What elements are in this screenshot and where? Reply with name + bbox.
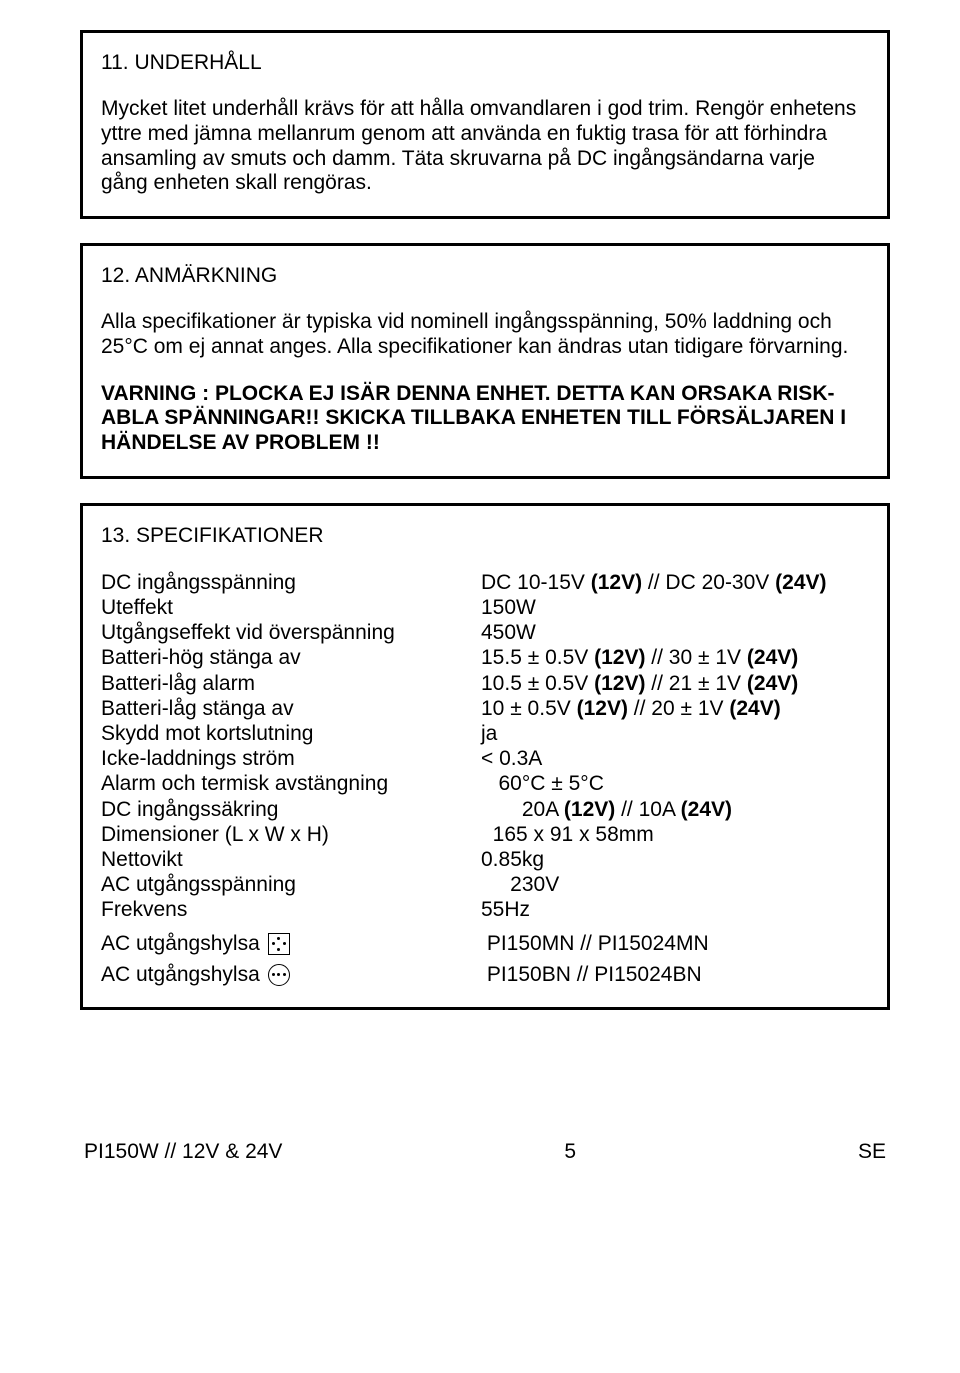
remarks-box: 12. ANMÄRKNING Alla specifikationer är t… [80,243,890,479]
spec-label: AC utgångshylsa [101,931,481,956]
spec-value: 20A (12V) // 10A (24V) [481,797,867,822]
remarks-body: Alla specifikationer är typiska vid nomi… [101,310,867,360]
spec-row: Batteri-låg alarm 10.5 ± 0.5V (12V) // 2… [101,671,867,696]
spec-value: < 0.3A [481,746,867,771]
spec-value: PI150BN // PI15024BN [481,962,867,987]
spec-value: PI150MN // PI15024MN [481,931,867,956]
spec-label: Uteffekt [101,595,481,620]
spec-row: Utgångseffekt vid överspänning 450W [101,620,867,645]
footer-lang: SE [858,1140,886,1164]
spec-value: 165 x 91 x 58mm [481,822,867,847]
spec-label: Alarm och termisk avstängning [101,771,481,796]
spec-label: Utgångseffekt vid överspänning [101,620,481,645]
spec-row: Icke-laddnings ström < 0.3A [101,746,867,771]
socket-type-b-icon [268,964,290,986]
maintenance-box: 11. UNDERHÅLL Mycket litet underhåll krä… [80,30,890,219]
spec-value: 60°C ± 5°C [481,771,867,796]
spec-label: AC utgångsspänning [101,872,481,897]
spec-label: Frekvens [101,897,481,922]
footer-page-number: 5 [564,1140,576,1164]
specs-table: DC ingångsspänning DC 10-15V (12V) // DC… [101,570,867,987]
spec-row: Dimensioner (L x W x H) 165 x 91 x 58mm [101,822,867,847]
footer-model: PI150W // 12V & 24V [84,1140,282,1164]
spec-label: Nettovikt [101,847,481,872]
spec-label: DC ingångssäkring [101,797,481,822]
specs-heading: 13. SPECIFIKATIONER [101,524,867,548]
spec-row: DC ingångsspänning DC 10-15V (12V) // DC… [101,570,867,595]
page: 11. UNDERHÅLL Mycket litet underhåll krä… [0,0,960,1194]
spec-row: Frekvens 55Hz [101,897,867,922]
spec-row: Batteri-hög stänga av 15.5 ± 0.5V (12V) … [101,645,867,670]
spec-value: 150W [481,595,867,620]
spec-value: 55Hz [481,897,867,922]
spec-value: 450W [481,620,867,645]
spec-label: Dimensioner (L x W x H) [101,822,481,847]
spec-row: Nettovikt 0.85kg [101,847,867,872]
spec-value: 0.85kg [481,847,867,872]
spec-row: AC utgångshylsa PI150BN // PI15024BN [101,962,867,987]
spec-label: AC utgångshylsa [101,962,481,987]
footer: PI150W // 12V & 24V 5 SE [80,1140,890,1164]
spec-label: Batteri-låg stänga av [101,696,481,721]
spec-row: AC utgångsspänning 230V [101,872,867,897]
maintenance-body: Mycket litet underhåll krävs för att hål… [101,97,867,196]
specs-box: 13. SPECIFIKATIONER DC ingångsspänning D… [80,503,890,1010]
maintenance-heading: 11. UNDERHÅLL [101,51,867,75]
spec-row: Uteffekt 150W [101,595,867,620]
spec-value: ja [481,721,867,746]
remarks-warning: VARNING : PLOCKA EJ ISÄR DENNA ENHET. DE… [101,382,867,456]
spec-value: 10.5 ± 0.5V (12V) // 21 ± 1V (24V) [481,671,867,696]
spec-label: Icke-laddnings ström [101,746,481,771]
spec-row: Alarm och termisk avstängning 60°C ± 5°C [101,771,867,796]
spec-label: Batteri-hög stänga av [101,645,481,670]
spec-value: 15.5 ± 0.5V (12V) // 30 ± 1V (24V) [481,645,867,670]
remarks-heading: 12. ANMÄRKNING [101,264,867,288]
spec-row: DC ingångssäkring 20A (12V) // 10A (24V) [101,797,867,822]
spec-row: AC utgångshylsa PI150MN // PI15024MN [101,931,867,956]
spec-value: 230V [481,872,867,897]
spec-row: Batteri-låg stänga av 10 ± 0.5V (12V) //… [101,696,867,721]
spec-value: DC 10-15V (12V) // DC 20-30V (24V) [481,570,867,595]
spec-label: Skydd mot kortslutning [101,721,481,746]
spec-value: 10 ± 0.5V (12V) // 20 ± 1V (24V) [481,696,867,721]
spec-row: Skydd mot kortslutning ja [101,721,867,746]
socket-type-a-icon [268,933,290,955]
spec-label: Batteri-låg alarm [101,671,481,696]
spec-label: DC ingångsspänning [101,570,481,595]
